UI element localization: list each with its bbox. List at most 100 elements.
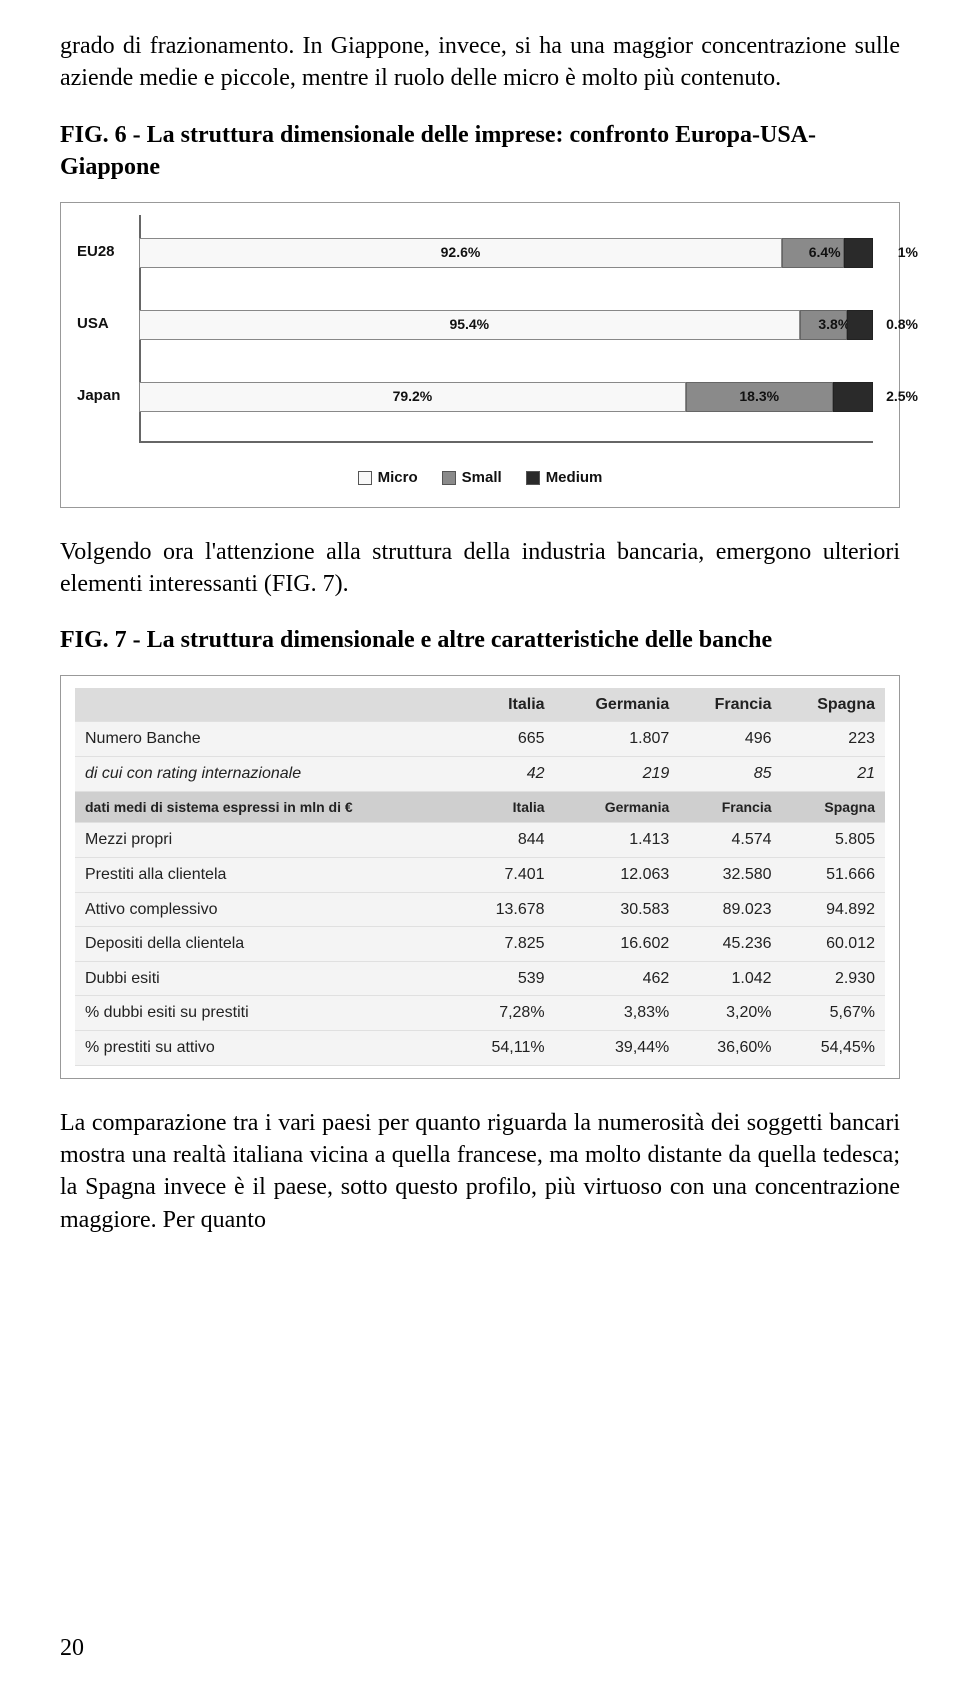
legend-swatch-medium xyxy=(526,471,540,485)
cell: 60.012 xyxy=(782,927,885,962)
chart-label: USA xyxy=(75,314,139,334)
cell: 7,28% xyxy=(457,996,554,1031)
cell: 1.807 xyxy=(555,722,680,757)
legend-micro: Micro xyxy=(358,468,418,488)
bar-medium: 0.8% xyxy=(847,310,873,340)
table-row: Prestiti alla clientela7.40112.06332.580… xyxy=(75,858,885,893)
row-label: % dubbi esiti su prestiti xyxy=(75,996,457,1031)
col-header: Spagna xyxy=(782,791,885,823)
table-row: Dubbi esiti5394621.0422.930 xyxy=(75,961,885,996)
cell: 3,20% xyxy=(679,996,781,1031)
cell: 45.236 xyxy=(679,927,781,962)
cell: 51.666 xyxy=(782,858,885,893)
cell: 12.063 xyxy=(555,858,680,893)
col-header: Italia xyxy=(457,791,554,823)
cell: 539 xyxy=(457,961,554,996)
bar-medium: 1% xyxy=(844,238,873,268)
cell: 2.930 xyxy=(782,961,885,996)
chart-label: EU28 xyxy=(75,242,139,262)
chart-bars: 79.2% 18.3% 2.5% xyxy=(139,382,873,412)
bar-medium: 2.5% xyxy=(833,382,873,412)
table-row: Mezzi propri8441.4134.5745.805 xyxy=(75,823,885,858)
table-row: % prestiti su attivo54,11%39,44%36,60%54… xyxy=(75,1030,885,1065)
col-header xyxy=(75,688,457,722)
cell: 39,44% xyxy=(555,1030,680,1065)
chart-row-eu28: EU28 92.6% 6.4% 1% xyxy=(75,233,873,273)
table-body-2: Mezzi propri8441.4134.5745.805Prestiti a… xyxy=(75,823,885,1065)
col-header: Francia xyxy=(679,791,781,823)
bar-medium-label: 2.5% xyxy=(886,387,918,406)
cell: 462 xyxy=(555,961,680,996)
row-label: % prestiti su attivo xyxy=(75,1030,457,1065)
chart-bars: 95.4% 3.8% 0.8% xyxy=(139,310,873,340)
chart-legend: Micro Small Medium xyxy=(75,468,885,488)
cell: 30.583 xyxy=(555,892,680,927)
legend-label: Medium xyxy=(546,468,603,488)
cell: 7.825 xyxy=(457,927,554,962)
col-header: Francia xyxy=(679,688,781,722)
bar-small: 6.4% xyxy=(782,238,844,268)
legend-small: Small xyxy=(442,468,502,488)
row-label: di cui con rating internazionale xyxy=(75,756,457,791)
chart-row-usa: USA 95.4% 3.8% 0.8% xyxy=(75,305,873,345)
cell: 13.678 xyxy=(457,892,554,927)
cell: 42 xyxy=(457,756,554,791)
table-head-1: Italia Germania Francia Spagna xyxy=(75,688,885,722)
cell: 1.042 xyxy=(679,961,781,996)
bar-micro: 79.2% xyxy=(139,382,686,412)
cell: 219 xyxy=(555,756,680,791)
row-label: Depositi della clientela xyxy=(75,927,457,962)
legend-label: Small xyxy=(462,468,502,488)
table-row: Numero Banche6651.807496223 xyxy=(75,722,885,757)
bar-micro: 95.4% xyxy=(139,310,800,340)
chart-row-japan: Japan 79.2% 18.3% 2.5% xyxy=(75,377,873,417)
bar-micro: 92.6% xyxy=(139,238,782,268)
bar-small-label: 6.4% xyxy=(809,243,841,262)
fig7-container: Italia Germania Francia Spagna Numero Ba… xyxy=(60,675,900,1079)
cell: 496 xyxy=(679,722,781,757)
legend-medium: Medium xyxy=(526,468,603,488)
table-row: di cui con rating internazionale42219852… xyxy=(75,756,885,791)
table-head-2: dati medi di sistema espressi in mln di … xyxy=(75,791,885,823)
cell: 1.413 xyxy=(555,823,680,858)
cell: 21 xyxy=(782,756,885,791)
row-label: Mezzi propri xyxy=(75,823,457,858)
table-row: Depositi della clientela7.82516.60245.23… xyxy=(75,927,885,962)
table-body-1: Numero Banche6651.807496223di cui con ra… xyxy=(75,722,885,791)
row-label: Attivo complessivo xyxy=(75,892,457,927)
cell: 5.805 xyxy=(782,823,885,858)
row-label: Prestiti alla clientela xyxy=(75,858,457,893)
fig7-caption: FIG. 7 - La struttura dimensionale e alt… xyxy=(60,624,900,656)
cell: 85 xyxy=(679,756,781,791)
bar-small: 3.8% xyxy=(800,310,848,340)
fig7-table: Italia Germania Francia Spagna Numero Ba… xyxy=(75,688,885,1066)
cell: 32.580 xyxy=(679,858,781,893)
paragraph-end: La comparazione tra i vari paesi per qua… xyxy=(60,1107,900,1237)
cell: 36,60% xyxy=(679,1030,781,1065)
paragraph-intro: grado di frazionamento. In Giappone, inv… xyxy=(60,30,900,95)
cell: 5,67% xyxy=(782,996,885,1031)
cell: 16.602 xyxy=(555,927,680,962)
legend-swatch-micro xyxy=(358,471,372,485)
cell: 7.401 xyxy=(457,858,554,893)
legend-label: Micro xyxy=(378,468,418,488)
cell: 54,11% xyxy=(457,1030,554,1065)
cell: 89.023 xyxy=(679,892,781,927)
cell: 3,83% xyxy=(555,996,680,1031)
legend-swatch-small xyxy=(442,471,456,485)
cell: 4.574 xyxy=(679,823,781,858)
col-header: Spagna xyxy=(782,688,885,722)
fig6-caption: FIG. 6 - La struttura dimensionale delle… xyxy=(60,119,900,184)
chart-bars: 92.6% 6.4% 1% xyxy=(139,238,873,268)
bar-small-label: 3.8% xyxy=(818,315,850,334)
row-label: Numero Banche xyxy=(75,722,457,757)
fig6-chart: EU28 92.6% 6.4% 1% USA 95.4% 3.8% 0.8% J… xyxy=(75,215,885,495)
col-header: dati medi di sistema espressi in mln di … xyxy=(75,791,457,823)
cell: 54,45% xyxy=(782,1030,885,1065)
col-header: Italia xyxy=(457,688,554,722)
col-header: Germania xyxy=(555,688,680,722)
paragraph-mid: Volgendo ora l'attenzione alla struttura… xyxy=(60,536,900,601)
cell: 844 xyxy=(457,823,554,858)
table-row: Attivo complessivo13.67830.58389.02394.8… xyxy=(75,892,885,927)
cell: 94.892 xyxy=(782,892,885,927)
